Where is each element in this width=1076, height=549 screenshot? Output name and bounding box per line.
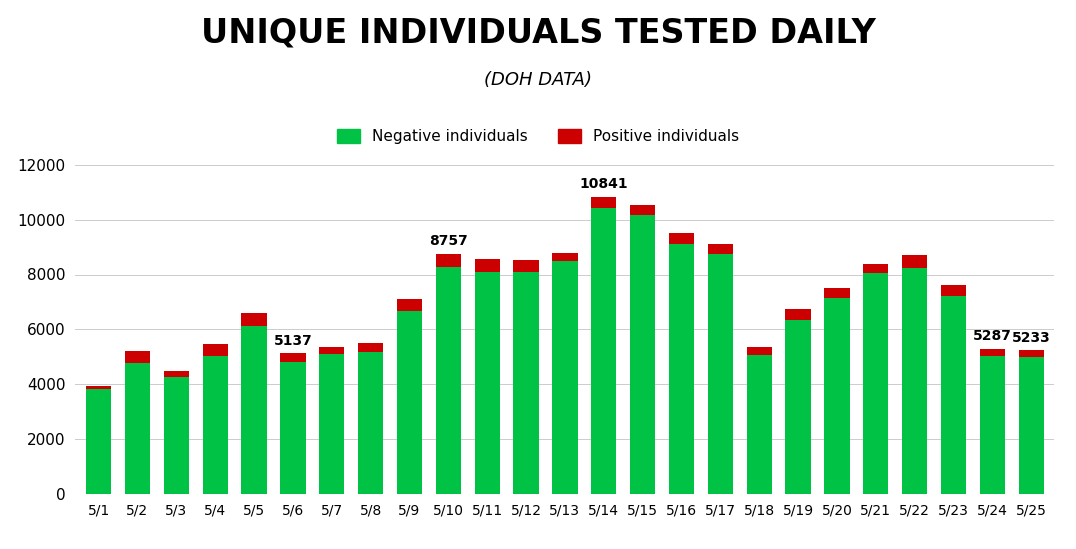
Bar xyxy=(125,363,151,494)
Bar xyxy=(940,285,966,296)
Bar xyxy=(785,309,810,320)
Bar xyxy=(358,352,383,494)
Bar xyxy=(320,354,344,494)
Bar xyxy=(513,272,539,494)
Bar xyxy=(785,320,810,494)
Bar xyxy=(747,356,771,494)
Bar xyxy=(358,343,383,352)
Bar xyxy=(202,345,228,356)
Bar xyxy=(397,299,422,311)
Bar xyxy=(125,351,151,363)
Bar xyxy=(202,356,228,494)
Bar xyxy=(552,253,578,261)
Text: 5233: 5233 xyxy=(1011,331,1050,345)
Bar xyxy=(902,255,928,268)
Bar xyxy=(436,267,461,494)
Bar xyxy=(1019,357,1044,494)
Bar xyxy=(513,260,539,272)
Bar xyxy=(280,362,306,494)
Bar xyxy=(824,298,850,494)
Bar xyxy=(979,349,1005,356)
Text: 8757: 8757 xyxy=(429,234,468,248)
Text: (DOH DATA): (DOH DATA) xyxy=(484,71,592,89)
Bar xyxy=(591,208,617,494)
Bar xyxy=(824,288,850,298)
Bar xyxy=(397,311,422,494)
Bar xyxy=(940,296,966,494)
Bar xyxy=(669,233,694,244)
Bar xyxy=(475,259,500,272)
Bar xyxy=(164,378,189,494)
Text: UNIQUE INDIVIDUALS TESTED DAILY: UNIQUE INDIVIDUALS TESTED DAILY xyxy=(200,16,876,49)
Bar xyxy=(86,389,111,494)
Bar xyxy=(164,371,189,378)
Bar xyxy=(902,268,928,494)
Bar xyxy=(320,348,344,354)
Bar xyxy=(979,356,1005,494)
Bar xyxy=(280,353,306,362)
Text: 5287: 5287 xyxy=(973,329,1011,344)
Bar xyxy=(629,215,655,494)
Bar xyxy=(86,385,111,389)
Bar xyxy=(863,264,889,273)
Bar xyxy=(629,204,655,215)
Bar xyxy=(436,254,461,267)
Bar xyxy=(475,272,500,494)
Bar xyxy=(241,326,267,494)
Bar xyxy=(241,313,267,326)
Legend: Negative individuals, Positive individuals: Negative individuals, Positive individua… xyxy=(330,123,746,150)
Bar xyxy=(1019,350,1044,357)
Bar xyxy=(863,273,889,494)
Bar xyxy=(669,244,694,494)
Bar xyxy=(747,348,771,356)
Text: 10841: 10841 xyxy=(580,177,628,191)
Bar xyxy=(708,254,733,494)
Bar xyxy=(591,197,617,208)
Bar xyxy=(552,261,578,494)
Bar xyxy=(708,244,733,254)
Text: 5137: 5137 xyxy=(273,334,312,348)
